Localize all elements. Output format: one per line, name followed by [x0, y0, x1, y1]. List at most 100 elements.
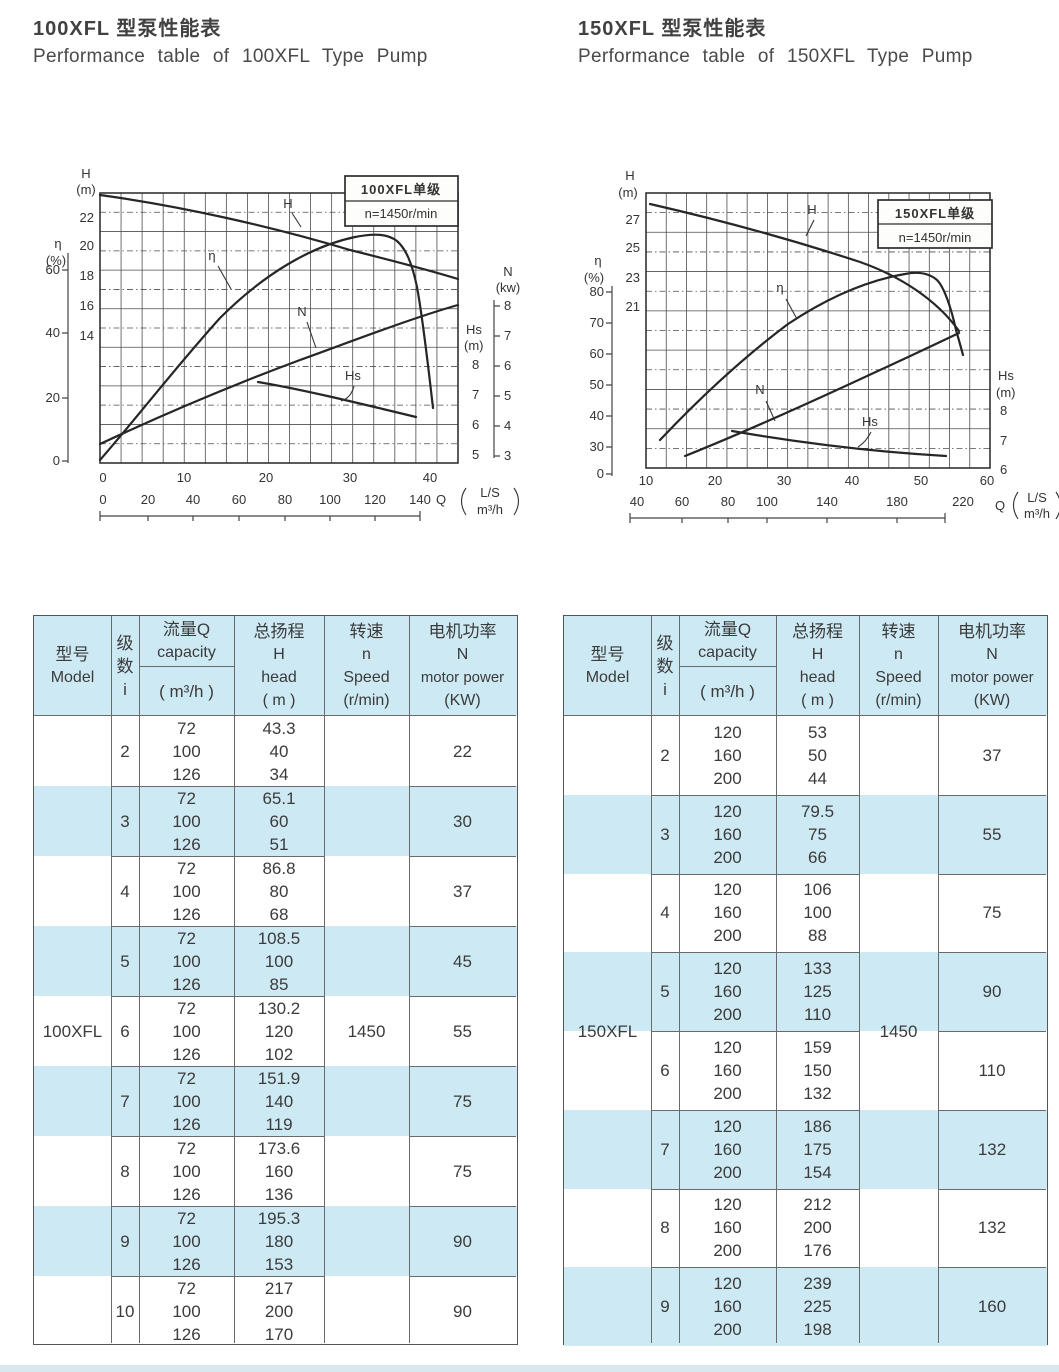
power-value-line: 37 — [453, 881, 472, 901]
row-band — [564, 952, 1047, 1031]
header-model-line: Model — [585, 669, 630, 686]
stage-value-line: 7 — [660, 1139, 670, 1159]
head-values-line: 170 — [264, 1324, 294, 1344]
head-values-line: 173.6 — [257, 1138, 301, 1158]
chart-text: 40 — [186, 492, 200, 507]
chart-text: 6 — [504, 358, 511, 373]
eta-axis-ruler — [62, 253, 69, 463]
capacity-values: 72 100 126 — [139, 1206, 234, 1276]
capacity-values-line: 100 — [172, 1231, 201, 1251]
head-values-line: 80 — [269, 881, 289, 901]
head-values-line: 130.2 — [257, 998, 301, 1018]
head-values-line: 133 — [803, 959, 832, 979]
title-100xfl-zh: 100XFL 型泵性能表 — [33, 18, 222, 40]
stage-value: 3 — [111, 786, 139, 856]
chart-text: 7 — [1000, 433, 1007, 448]
chart-text: 60 — [46, 262, 60, 277]
chart-text: η — [54, 236, 61, 251]
chart-text: m³/h — [477, 502, 503, 517]
stage-value: 7 — [651, 1110, 679, 1189]
curve-N-arrow — [306, 321, 317, 349]
head-values: 186 175 154 — [776, 1110, 859, 1189]
chart-text: η — [594, 253, 601, 268]
capacity-values: 72 100 126 — [139, 716, 234, 786]
capacity-values-line: 100 — [172, 1021, 201, 1041]
stage-value-line: 9 — [120, 1231, 130, 1251]
capacity-values-line: 126 — [172, 1044, 201, 1064]
column-line — [775, 616, 777, 1343]
power-value-line: 132 — [977, 1139, 1007, 1159]
header-stages-line: 级 — [656, 633, 674, 653]
chart-text: 25 — [626, 240, 640, 255]
header-capacity-line: capacity — [698, 644, 757, 661]
grid — [99, 192, 459, 464]
capacity-values-line: 120 — [713, 1274, 742, 1294]
capacity-values-line: 126 — [172, 1254, 201, 1274]
power-value: 75 — [409, 1136, 516, 1206]
chart-text: 180 — [886, 494, 908, 509]
stage-value-line: 5 — [120, 951, 130, 971]
power-value: 90 — [409, 1206, 516, 1276]
capacity-values: 120 160 200 — [679, 874, 776, 953]
header-speed-line: Speed — [343, 669, 390, 686]
title-100xfl-en: Performance table of 100XFL Type Pump — [33, 46, 428, 67]
capacity-values-line: 200 — [713, 1083, 742, 1103]
chart-text: Hs — [862, 414, 878, 429]
header-capacity-unit: ( m³/h ) — [139, 666, 234, 716]
stage-value: 4 — [651, 874, 679, 953]
capacity-values: 120 160 200 — [679, 1031, 776, 1110]
header-speed-line: n — [362, 646, 371, 663]
header-stages-line: 数 — [116, 656, 134, 676]
chart-text: 40 — [46, 325, 60, 340]
header-model-line: Model — [50, 669, 95, 686]
chart-text: 100XFL单级 — [361, 182, 441, 197]
chart-text: 10 — [177, 470, 191, 485]
capacity-values-line: 72 — [177, 858, 196, 878]
chart-text: N — [503, 264, 512, 279]
chart-text: 60 — [232, 492, 246, 507]
chart-text: 100 — [756, 494, 778, 509]
header-power-line: motor power — [420, 669, 505, 686]
chart-text: 6 — [1000, 462, 1007, 477]
header-power-line: N — [456, 646, 469, 663]
head-values-line: 88 — [808, 926, 827, 946]
x-axis-bracket — [99, 511, 421, 521]
head-values-line: 34 — [269, 764, 289, 784]
header-capacity-unit-line: ( m³/h ) — [700, 681, 755, 701]
curve-H — [98, 193, 460, 281]
head-values-line: 180 — [264, 1231, 294, 1251]
head-values-line: 160 — [264, 1161, 294, 1181]
curve-Hs — [730, 429, 948, 458]
capacity-values-line: 200 — [713, 926, 742, 946]
capacity-values: 72 100 126 — [139, 1276, 234, 1346]
capacity-values-line: 126 — [172, 834, 201, 854]
capacity-values-line: 160 — [713, 1060, 742, 1080]
chart-text: 80 — [721, 494, 735, 509]
model-value: 100XFL — [34, 716, 111, 1346]
head-values: 239 225 198 — [776, 1267, 859, 1346]
group-separator — [409, 1276, 516, 1277]
power-value-line: 75 — [453, 1161, 472, 1181]
head-values-line: 50 — [808, 745, 827, 765]
column-line — [323, 616, 325, 1343]
chart-text: 5 — [504, 388, 511, 403]
head-values: 212 200 176 — [776, 1189, 859, 1268]
header-model-line: 型号 — [55, 645, 90, 664]
chart-text: 120 — [364, 492, 386, 507]
head-values-line: 100 — [803, 903, 832, 923]
head-values: 217 200 170 — [234, 1276, 324, 1346]
head-values-line: 53 — [808, 722, 827, 742]
stage-value-line: 10 — [115, 1301, 135, 1321]
chart-text: 0 — [597, 466, 604, 481]
head-values-line: 239 — [803, 1274, 832, 1294]
head-values-line: 200 — [803, 1218, 832, 1238]
stage-value: 5 — [651, 952, 679, 1031]
row-band — [34, 1206, 517, 1276]
header-capacity-unit-line: ( m³/h ) — [159, 681, 214, 701]
head-values-line: 40 — [269, 741, 289, 761]
capacity-values-line: 100 — [172, 1161, 201, 1181]
power-value-line: 132 — [977, 1218, 1007, 1238]
stage-value: 8 — [651, 1189, 679, 1268]
